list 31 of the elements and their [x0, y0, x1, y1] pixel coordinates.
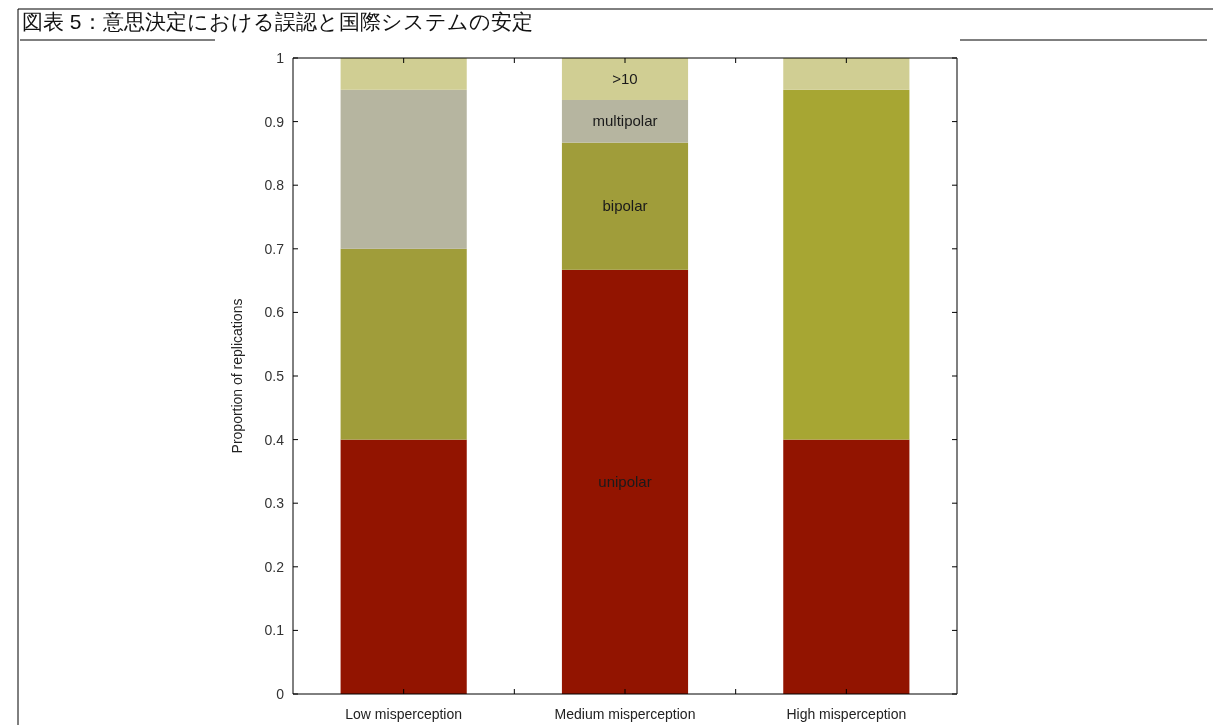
bar: [561, 269, 689, 694]
series-label: bipolar: [602, 197, 648, 215]
y-tick-label: 0.7: [264, 240, 285, 257]
bar: [340, 58, 467, 90]
series-label: >10: [612, 69, 638, 87]
y-tick-label: 0.5: [264, 368, 285, 384]
y-tick-label: 0.6: [264, 304, 285, 321]
bar: [340, 248, 467, 440]
bar: [340, 439, 467, 694]
y-tick-label: 0.4: [264, 431, 285, 448]
y-tick-label: 0.2: [264, 558, 285, 575]
bar: [783, 89, 910, 440]
y-tick-label: 0.3: [264, 495, 285, 512]
series-label: unipolar: [598, 472, 652, 490]
y-tick-label: 1: [276, 50, 285, 66]
bar: [340, 89, 467, 249]
bar: [783, 439, 910, 694]
y-tick-label: 0.9: [264, 113, 285, 130]
y-tick-label: 0: [276, 686, 285, 702]
bar: [561, 58, 689, 100]
y-tick-label: 0.1: [264, 622, 285, 639]
series-label: multipolar: [592, 112, 658, 130]
chart-title: 図表 5：意思決定における誤認と国際システムの安定: [22, 10, 533, 33]
bar: [561, 142, 689, 270]
y-tick-label: 0.8: [264, 177, 285, 194]
x-tick-label: High misperception: [786, 706, 907, 722]
x-tick-label: Medium misperception: [554, 706, 696, 722]
y-axis-title: Proportion of replications: [229, 298, 245, 454]
x-tick-label: Low misperception: [345, 706, 463, 722]
bar: [783, 58, 910, 90]
bar: [561, 99, 689, 143]
